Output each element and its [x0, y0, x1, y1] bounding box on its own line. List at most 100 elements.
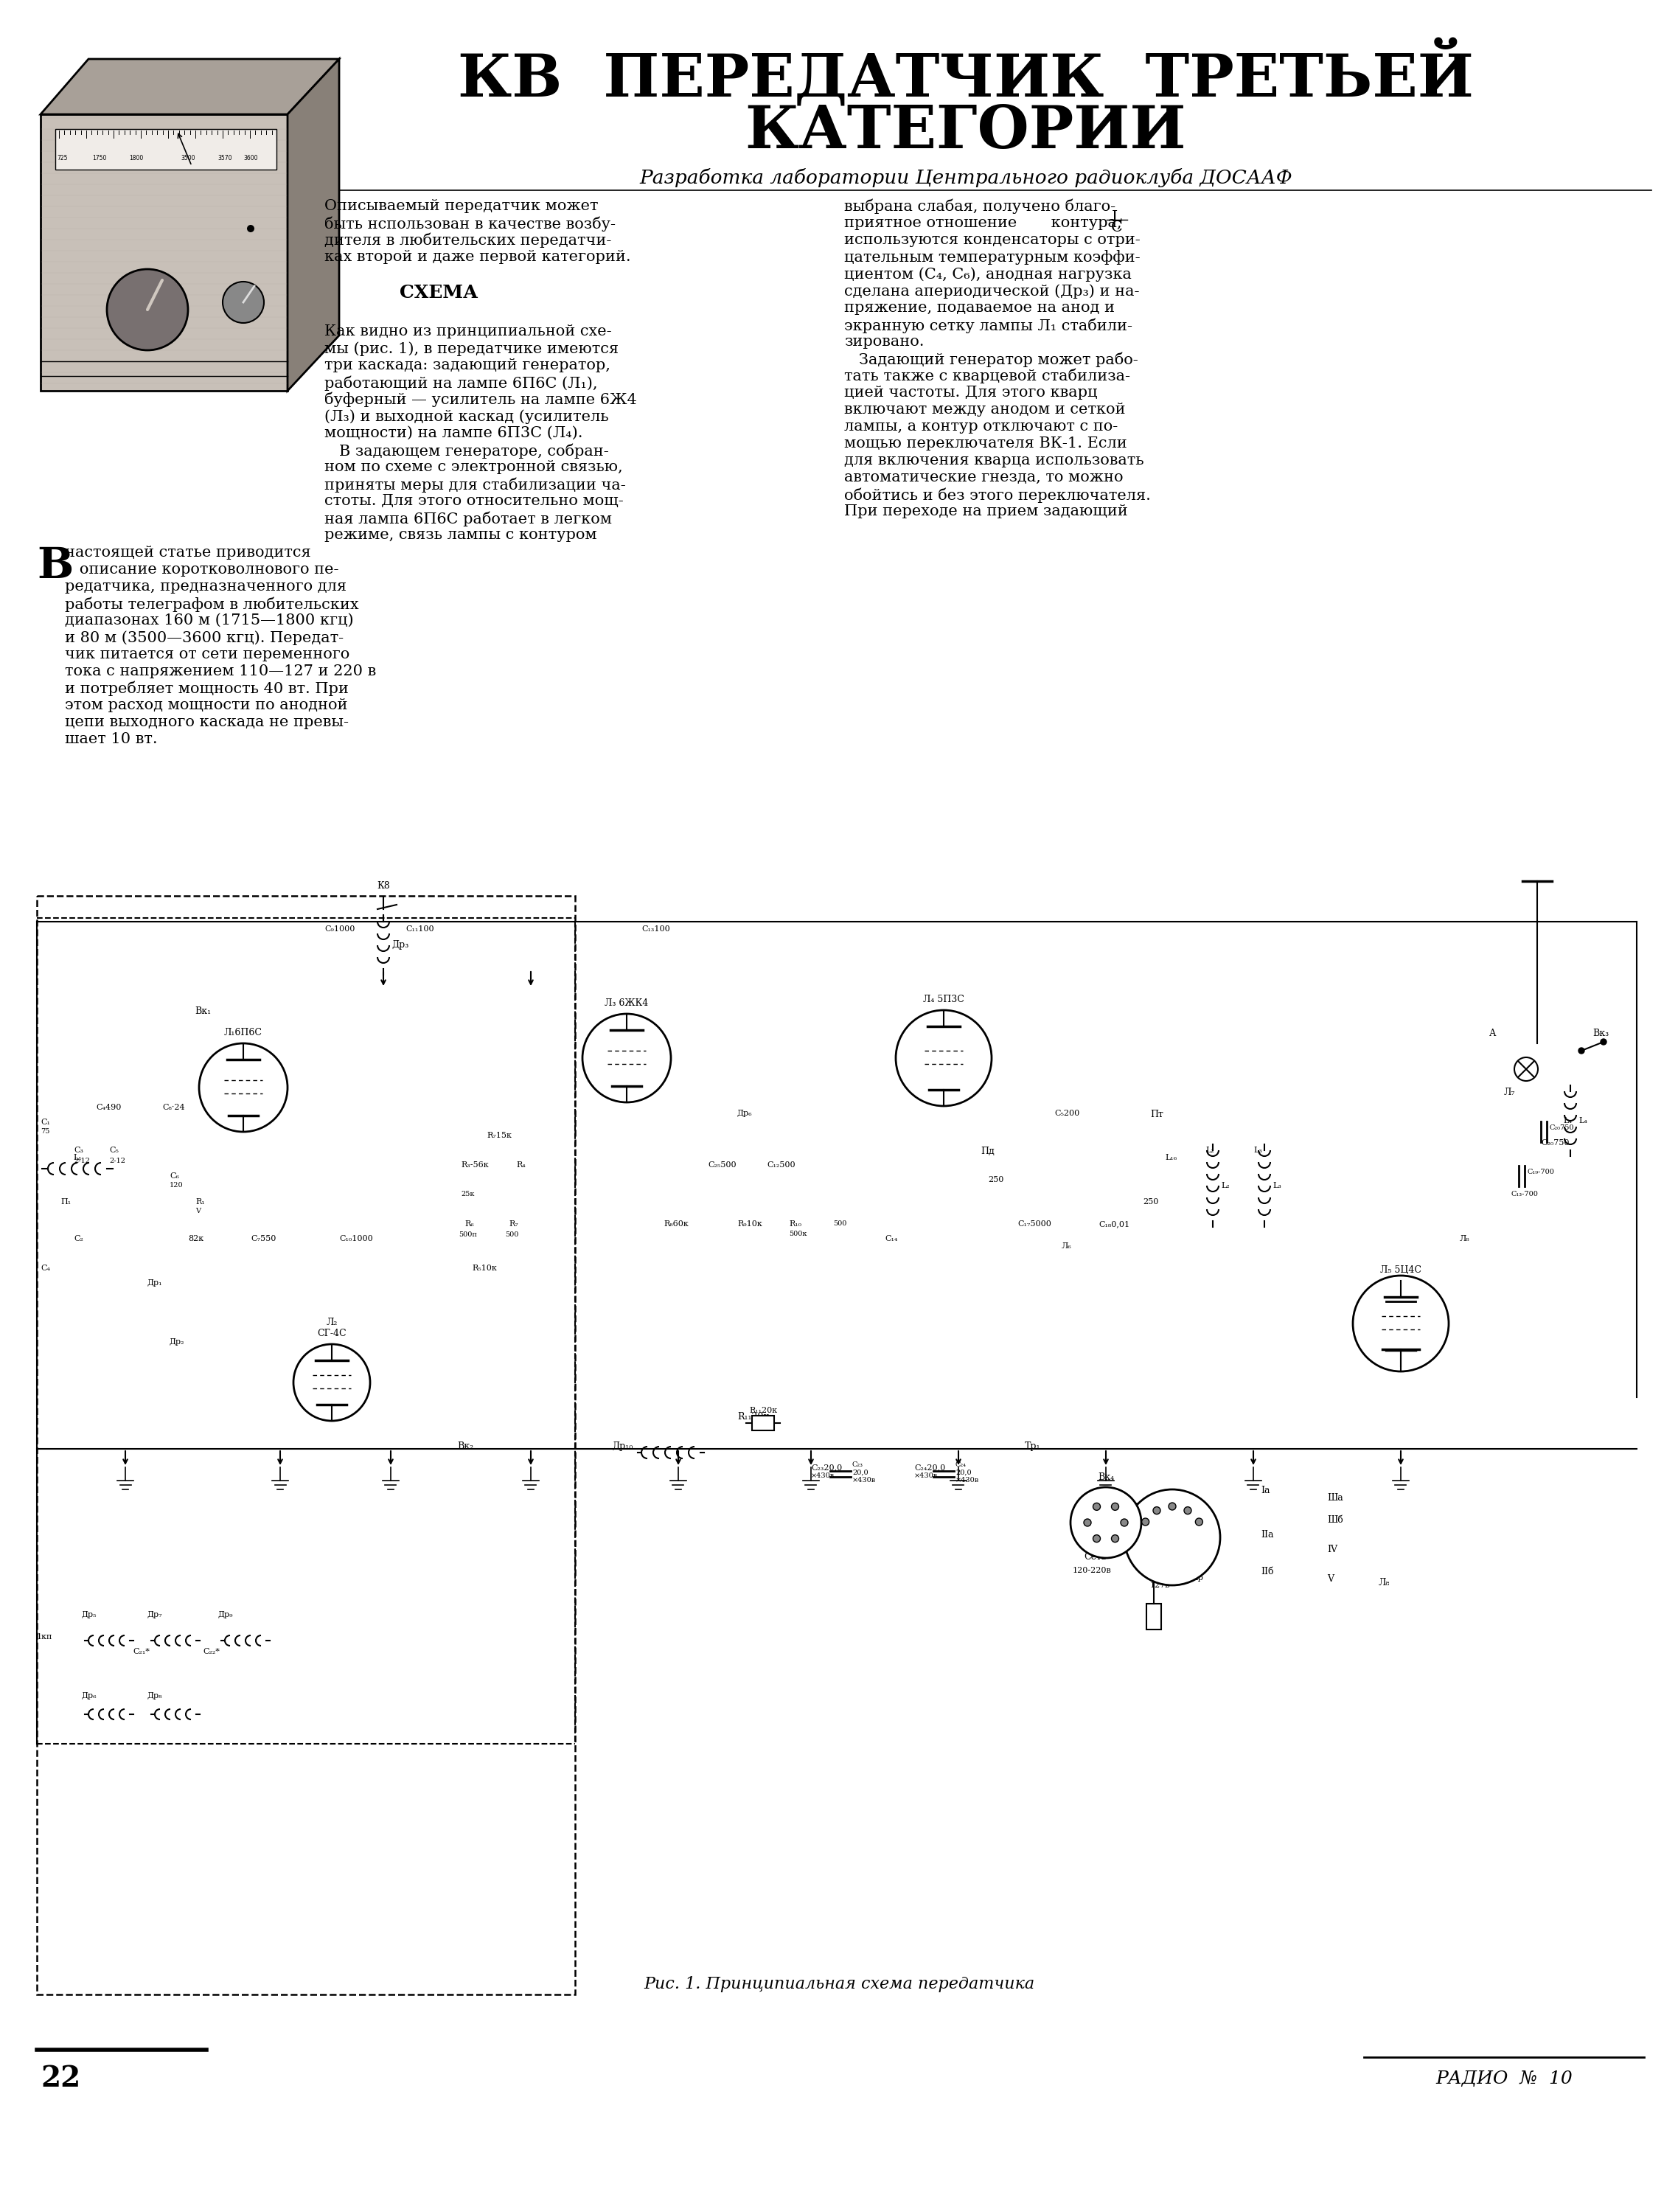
Text: (Л₃) и выходной каскад (усилитель: (Л₃) и выходной каскад (усилитель: [324, 409, 609, 425]
Text: Вк₁: Вк₁: [195, 1006, 211, 1015]
Text: Как видно из принципиальной схе-: Как видно из принципиальной схе-: [324, 325, 612, 338]
Text: быть нспользован в качестве возбу-: быть нспользован в качестве возбу-: [324, 217, 616, 232]
Polygon shape: [287, 60, 339, 392]
Text: C₂₄
20,0
×430в: C₂₄ 20,0 ×430в: [955, 1462, 980, 1484]
Text: 220В: 220В: [1128, 1515, 1149, 1522]
Text: циентом (С₄, С₆), анодная нагрузка: циентом (С₄, С₆), анодная нагрузка: [844, 268, 1131, 281]
Circle shape: [1124, 1489, 1220, 1586]
Circle shape: [247, 226, 255, 232]
Text: L₃: L₃: [1253, 1146, 1262, 1155]
Text: 1кп: 1кп: [37, 1632, 52, 1641]
Text: ном по схеме с электронной связью,: ном по схеме с электронной связью,: [324, 460, 623, 473]
Text: Пд: Пд: [980, 1146, 995, 1157]
Text: тока с напряжением 110—127 и 220 в: тока с напряжением 110—127 и 220 в: [65, 664, 376, 679]
Text: R₇15к: R₇15к: [487, 1133, 512, 1139]
Text: Л₈: Л₈: [1460, 1234, 1470, 1243]
Text: 3600: 3600: [243, 155, 258, 161]
Text: стоты. Для этого относительно мощ-: стоты. Для этого относительно мощ-: [324, 493, 624, 509]
Text: редатчика, предназначенного для: редатчика, предназначенного для: [65, 580, 347, 593]
Circle shape: [1092, 1535, 1101, 1542]
Text: R₇: R₇: [508, 1221, 519, 1228]
Text: РАДИО  №  10: РАДИО № 10: [1436, 2070, 1572, 2088]
Text: используются конденсаторы с отри-: используются конденсаторы с отри-: [844, 232, 1141, 248]
Text: 2-12: 2-12: [109, 1157, 126, 1164]
Text: Разработка лаборатории Центрального радиоклуба ДОСААФ: Разработка лаборатории Центрального ради…: [639, 168, 1292, 188]
Text: мощности) на лампе 6П3С (Л₄).: мощности) на лампе 6П3С (Л₄).: [324, 427, 582, 440]
Text: П₁: П₁: [60, 1199, 70, 1206]
Text: Описываемый передатчик может: Описываемый передатчик может: [324, 199, 599, 212]
Text: С₁₁100: С₁₁100: [406, 925, 435, 933]
Text: этом расход мощности по анодной: этом расход мощности по анодной: [65, 699, 347, 712]
Text: экранную сетку лампы Л₁ стабили-: экранную сетку лампы Л₁ стабили-: [844, 319, 1133, 334]
Text: C₁₃-700: C₁₃-700: [1512, 1190, 1539, 1197]
Circle shape: [896, 1011, 992, 1106]
Text: С₁₃100: С₁₃100: [641, 925, 670, 933]
Circle shape: [200, 1044, 287, 1133]
Text: буферный — усилитель на лампе 6Ж4: буферный — усилитель на лампе 6Ж4: [324, 392, 638, 407]
Circle shape: [1579, 1048, 1584, 1053]
Text: C₂₄20,0: C₂₄20,0: [915, 1464, 945, 1471]
Text: R₁: R₁: [195, 1199, 205, 1206]
Text: обойтись и без этого переключателя.: обойтись и без этого переключателя.: [844, 487, 1151, 502]
Text: R₈60к: R₈60к: [663, 1221, 688, 1228]
Text: Л₃ 6ЖК4: Л₃ 6ЖК4: [604, 998, 648, 1009]
Text: СХЕМА: СХЕМА: [399, 283, 478, 301]
Text: C₅200: C₅200: [1054, 1110, 1079, 1117]
Text: R₁₁20к: R₁₁20к: [737, 1411, 769, 1422]
Text: А: А: [1490, 1029, 1497, 1037]
Text: Пр: Пр: [1191, 1575, 1203, 1582]
Text: L₄: L₄: [1562, 1117, 1572, 1124]
Text: 3570: 3570: [218, 155, 232, 161]
Text: 3500: 3500: [181, 155, 195, 161]
Text: Тр₁: Тр₁: [1025, 1442, 1040, 1451]
Text: приняты меры для стабилизации ча-: приняты меры для стабилизации ча-: [324, 478, 626, 493]
Text: выбрана слабая, получено благо-: выбрана слабая, получено благо-: [844, 199, 1116, 215]
Text: C₁₂500: C₁₂500: [767, 1161, 795, 1168]
Text: C₁₄: C₁₄: [884, 1234, 898, 1243]
Circle shape: [1153, 1506, 1161, 1515]
Text: цательным температурным коэффи-: цательным температурным коэффи-: [844, 250, 1141, 265]
Circle shape: [1111, 1502, 1119, 1511]
Text: L₄: L₄: [1579, 1117, 1587, 1124]
Text: Др₃: Др₃: [391, 940, 409, 951]
Circle shape: [1185, 1506, 1191, 1515]
Text: L₂: L₂: [1205, 1146, 1215, 1155]
Text: С₂₁*: С₂₁*: [133, 1648, 149, 1655]
Text: цепи выходного каскада не превы-: цепи выходного каскада не превы-: [65, 714, 349, 730]
Text: Дp₂: Дp₂: [169, 1338, 185, 1345]
Text: R₅10к: R₅10к: [472, 1265, 497, 1272]
Text: шает 10 вт.: шает 10 вт.: [65, 732, 158, 745]
Text: ная лампа 6П6С работает в легком: ная лампа 6П6С работает в легком: [324, 511, 612, 526]
Text: Задающий генератор может рабо-: Задающий генератор может рабо-: [844, 352, 1138, 367]
Text: C₂₃20,0: C₂₃20,0: [810, 1464, 842, 1471]
Text: Сеть: Сеть: [1084, 1553, 1106, 1562]
Text: 725: 725: [57, 155, 69, 161]
Text: Дp₅: Дp₅: [81, 1610, 96, 1619]
Text: описание коротковолнового пе-: описание коротковолнового пе-: [65, 562, 339, 577]
Polygon shape: [40, 60, 339, 115]
Text: C₆: C₆: [169, 1172, 180, 1179]
Text: R₁₁20к: R₁₁20к: [748, 1407, 777, 1413]
Text: 25к: 25к: [461, 1190, 475, 1197]
Text: R₉10к: R₉10к: [737, 1221, 762, 1228]
Text: C₂₀750: C₂₀750: [1550, 1124, 1574, 1130]
Circle shape: [1111, 1535, 1119, 1542]
Text: 500: 500: [505, 1232, 519, 1239]
Text: 250: 250: [1143, 1199, 1158, 1206]
Text: настоящей статье приводится: настоящей статье приводится: [65, 546, 310, 560]
Text: V: V: [1327, 1575, 1334, 1584]
Text: В задающем генераторе, собран-: В задающем генераторе, собран-: [324, 442, 609, 458]
Text: и 80 м (3500—3600 кгц). Передат-: и 80 м (3500—3600 кгц). Передат-: [65, 630, 344, 646]
Text: 75: 75: [40, 1128, 50, 1135]
Text: В: В: [37, 546, 74, 586]
Text: диапазонах 160 м (1715—1800 кгц): диапазонах 160 м (1715—1800 кгц): [65, 613, 354, 628]
Text: тать также с кварцевой стабилиза-: тать также с кварцевой стабилиза-: [844, 369, 1131, 385]
Text: Л₅ 5Ц4С: Л₅ 5Ц4С: [1379, 1265, 1421, 1274]
Circle shape: [1601, 1040, 1606, 1044]
Text: R₃-56к: R₃-56к: [461, 1161, 488, 1168]
Text: Вк₄: Вк₄: [1097, 1473, 1114, 1482]
Text: Л₈: Л₈: [1379, 1577, 1389, 1588]
Text: Шб: Шб: [1327, 1515, 1342, 1524]
Text: C₁₇5000: C₁₇5000: [1017, 1221, 1050, 1228]
Text: 22: 22: [40, 2064, 81, 2093]
